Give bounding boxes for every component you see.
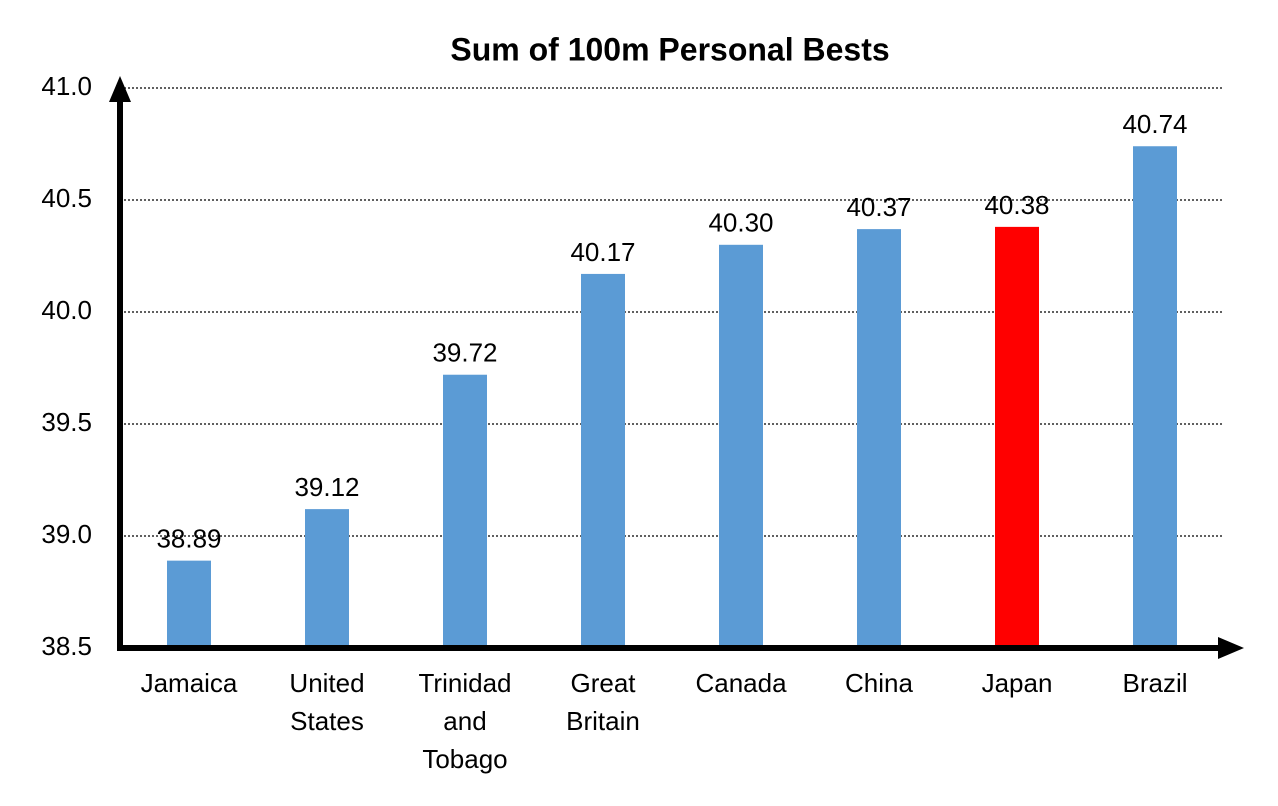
- value-label: 38.89: [156, 524, 221, 554]
- bar: [719, 244, 763, 649]
- value-label: 40.17: [570, 237, 635, 267]
- x-tick-label: Japan: [981, 668, 1053, 698]
- bar: [443, 374, 487, 648]
- bar: [995, 226, 1039, 648]
- x-tick-label: United States: [289, 668, 365, 736]
- y-tick-label: 41.0: [41, 71, 92, 101]
- x-tick-label: Brazil: [1122, 668, 1188, 698]
- y-axis-arrow: [109, 76, 131, 102]
- bars: [167, 146, 1177, 649]
- y-tick-label: 39.5: [41, 407, 92, 437]
- chart-title: Sum of 100m Personal Bests: [450, 31, 889, 67]
- x-tick-label: China: [845, 668, 913, 698]
- bar: [857, 229, 901, 648]
- x-tick-label: Canada: [695, 668, 787, 698]
- y-tick-label: 38.5: [41, 631, 92, 661]
- value-label: 39.72: [432, 338, 497, 368]
- y-tick-label: 40.0: [41, 295, 92, 325]
- value-label: 40.38: [984, 190, 1049, 220]
- grid: [120, 87, 1224, 649]
- bar: [305, 509, 349, 648]
- x-tick-label: Jamaica: [140, 668, 238, 698]
- bar: [167, 560, 211, 648]
- value-label: 40.37: [846, 192, 911, 222]
- value-label: 39.12: [294, 472, 359, 502]
- y-tick-label: 40.5: [41, 183, 92, 213]
- x-tick-label: Trinidad and Tobago: [418, 668, 512, 774]
- x-tick-label: Great Britain: [566, 668, 640, 736]
- value-label: 40.74: [1122, 109, 1187, 139]
- bar: [1133, 146, 1177, 649]
- value-label: 40.30: [708, 208, 773, 238]
- y-tick-label: 39.0: [41, 519, 92, 549]
- x-axis-arrow: [1218, 637, 1244, 659]
- bar: [581, 273, 625, 648]
